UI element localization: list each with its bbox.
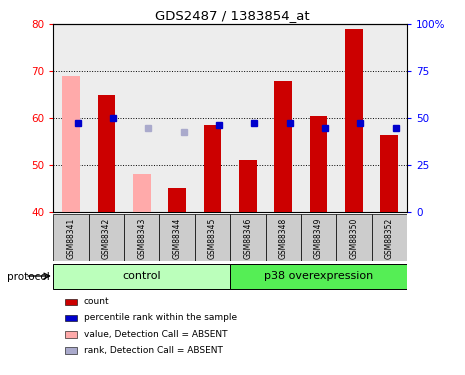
Bar <box>230 24 266 212</box>
Bar <box>310 116 327 212</box>
Bar <box>159 214 195 261</box>
Text: GSM88352: GSM88352 <box>385 217 394 259</box>
Bar <box>133 174 151 212</box>
Text: rank, Detection Call = ABSENT: rank, Detection Call = ABSENT <box>84 346 223 355</box>
Text: value, Detection Call = ABSENT: value, Detection Call = ABSENT <box>84 330 227 339</box>
Text: p38 overexpression: p38 overexpression <box>264 271 373 281</box>
Text: percentile rank within the sample: percentile rank within the sample <box>84 314 237 322</box>
Bar <box>195 24 230 212</box>
Bar <box>168 188 186 212</box>
Bar <box>124 214 159 261</box>
Text: GSM88350: GSM88350 <box>349 217 359 259</box>
Bar <box>336 214 372 261</box>
Bar <box>230 214 266 261</box>
Bar <box>274 81 292 212</box>
Bar <box>266 24 301 212</box>
Bar <box>89 24 124 212</box>
Bar <box>336 24 372 212</box>
Bar <box>372 24 407 212</box>
Text: GDS2487 / 1383854_at: GDS2487 / 1383854_at <box>155 9 310 22</box>
Bar <box>230 264 407 289</box>
Bar <box>301 214 336 261</box>
Bar <box>124 24 159 212</box>
Text: GSM88344: GSM88344 <box>173 217 182 259</box>
Bar <box>239 160 257 212</box>
Bar <box>301 24 336 212</box>
Bar <box>195 214 230 261</box>
Bar <box>266 214 301 261</box>
Bar <box>53 214 89 261</box>
Bar <box>159 24 195 212</box>
Bar <box>380 135 398 212</box>
Text: count: count <box>84 297 109 306</box>
Bar <box>98 95 115 212</box>
Bar <box>89 214 124 261</box>
Text: GSM88343: GSM88343 <box>137 217 146 259</box>
Text: GSM88342: GSM88342 <box>102 217 111 259</box>
Text: control: control <box>122 271 161 281</box>
Bar <box>62 76 80 212</box>
Bar <box>53 264 230 289</box>
Text: GSM88346: GSM88346 <box>243 217 252 259</box>
Text: GSM88348: GSM88348 <box>279 217 288 259</box>
Text: GSM88349: GSM88349 <box>314 217 323 259</box>
Text: protocol: protocol <box>7 272 50 282</box>
Text: GSM88341: GSM88341 <box>66 217 76 259</box>
Bar <box>204 125 221 212</box>
Text: GSM88345: GSM88345 <box>208 217 217 259</box>
Bar <box>53 24 89 212</box>
Bar <box>345 29 363 212</box>
Bar <box>372 214 407 261</box>
